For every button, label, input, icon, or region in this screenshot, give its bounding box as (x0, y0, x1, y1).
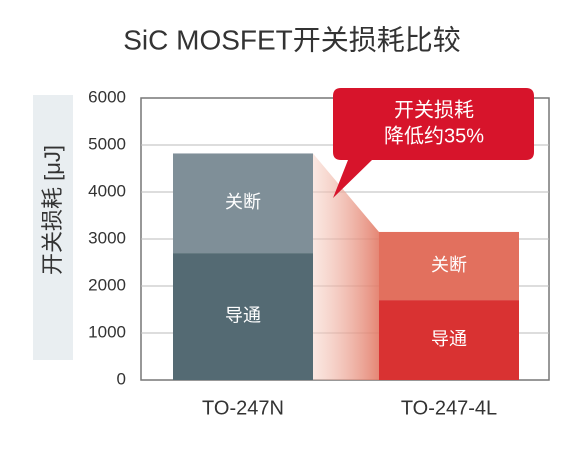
bar-segment (379, 231, 519, 301)
segment-label: 关断 (431, 255, 467, 275)
x-tick-label: TO-247-4L (401, 397, 497, 419)
bar-segment (173, 153, 313, 254)
y-tick-label: 3000 (88, 228, 126, 247)
y-tick-label: 4000 (88, 181, 126, 200)
segment-label: 导通 (225, 305, 261, 325)
y-tick-label: 5000 (88, 134, 126, 153)
segment-label: 关断 (225, 192, 261, 212)
callout-text: 开关损耗 (394, 98, 474, 121)
bar-segment (379, 300, 519, 380)
y-tick-label: 0 (117, 369, 126, 388)
x-tick-label: TO-247N (202, 397, 284, 419)
y-label-bg (33, 95, 73, 360)
y-tick-label: 1000 (88, 322, 126, 341)
segment-label: 导通 (431, 329, 467, 349)
callout (333, 88, 534, 198)
callout-text: 降低约35% (384, 124, 484, 147)
transition-shade (313, 153, 379, 380)
chart-title: SiC MOSFET开关损耗比较 (123, 24, 461, 55)
y-tick-label: 6000 (88, 87, 126, 106)
y-tick-label: 2000 (88, 275, 126, 294)
bar-segment (173, 253, 313, 380)
y-axis-label: 开关损耗 [μJ] (40, 145, 65, 275)
